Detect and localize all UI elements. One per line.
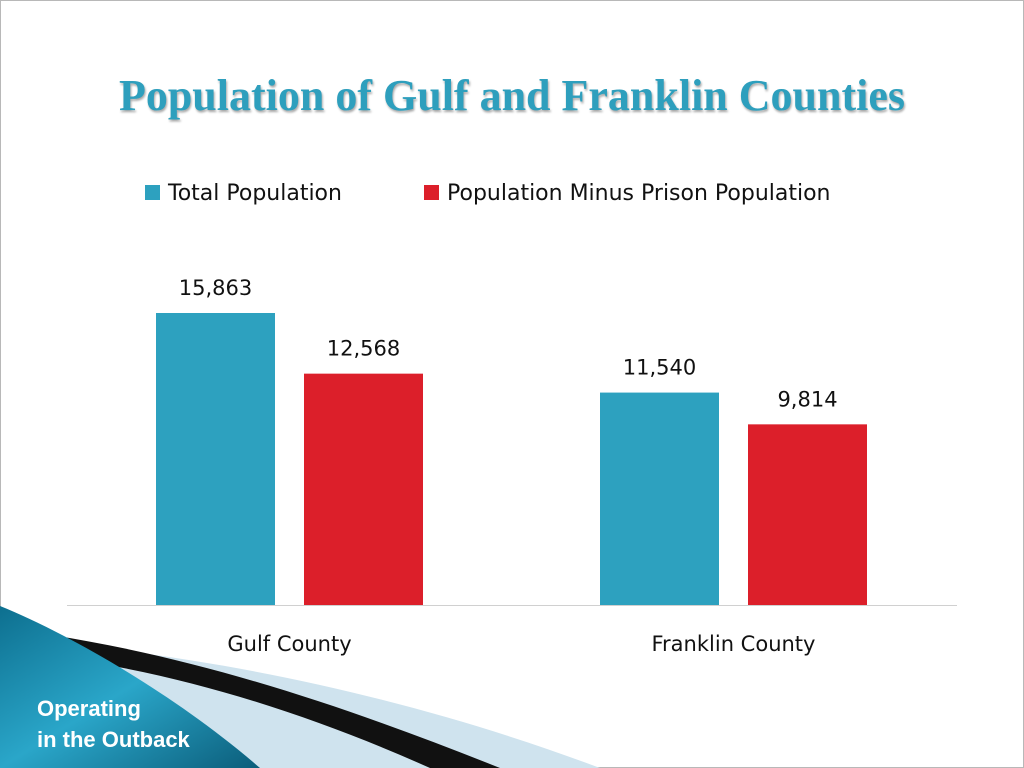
legend-item-total: Total Population <box>145 181 342 206</box>
bar-total-franklin <box>600 392 719 605</box>
data-label: 12,568 <box>327 337 400 361</box>
bar-minus-prison-gulf <box>304 373 423 605</box>
legend-label-total: Total Population <box>168 181 342 206</box>
teal-swoosh <box>0 606 260 768</box>
footer-text: Operating in the Outback <box>37 693 190 755</box>
data-label: 9,814 <box>777 387 837 411</box>
bar-minus-prison-franklin <box>748 424 867 605</box>
legend-swatch-total <box>145 184 160 200</box>
bar-total-gulf <box>156 313 275 605</box>
legend-swatch-minus-prison <box>424 184 439 200</box>
footer-line-1: Operating <box>37 696 141 721</box>
legend-item-minus-prison: Population Minus Prison Population <box>424 181 831 206</box>
category-label: Gulf County <box>227 632 351 656</box>
category-label: Franklin County <box>652 632 816 656</box>
black-swoosh <box>0 628 500 768</box>
chart-title: Population of Gulf and Franklin Counties <box>118 71 906 120</box>
data-label: 11,540 <box>623 356 696 380</box>
footer-line-2: in the Outback <box>37 727 190 752</box>
legend-label-minus-prison: Population Minus Prison Population <box>447 181 831 206</box>
data-label: 15,863 <box>179 276 252 300</box>
